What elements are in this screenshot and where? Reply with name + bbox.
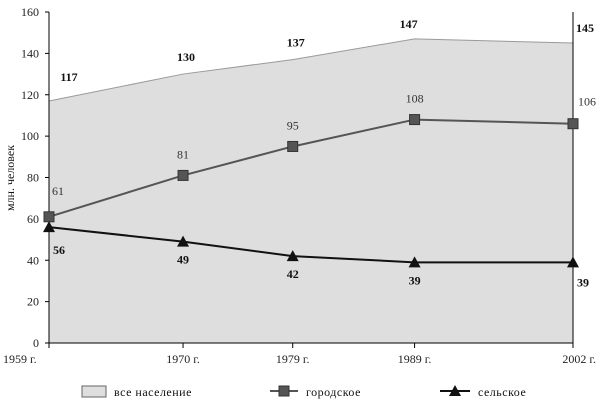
- urban-data-label: 106: [578, 95, 596, 109]
- rural-population-marker: [177, 235, 190, 247]
- x-tick-label: 1970 г.: [166, 352, 200, 366]
- total-data-label: 130: [177, 50, 195, 64]
- x-tick-label: 1959 г.: [3, 352, 37, 366]
- total-data-label: 145: [576, 21, 594, 35]
- urban-population-marker: [567, 118, 579, 130]
- rural-data-label: 42: [287, 267, 299, 281]
- legend-label-urban: городское: [306, 385, 361, 399]
- legend-swatch-total: [81, 385, 107, 398]
- y-axis-label: млн. человек: [3, 145, 17, 211]
- y-tick-label: 100: [21, 129, 39, 143]
- y-tick-label: 140: [21, 46, 39, 60]
- legend-marker-rural: [449, 385, 461, 396]
- series-lines-layer: [43, 114, 579, 268]
- rural-data-label: 49: [177, 253, 189, 267]
- y-tick-label: 80: [27, 171, 39, 185]
- rural-population-marker: [286, 250, 299, 262]
- urban-population-marker: [409, 114, 421, 126]
- rural-data-label: 56: [53, 243, 65, 257]
- y-tick-label: 60: [27, 212, 39, 226]
- legend-label-rural: сельское: [478, 385, 526, 399]
- data-labels-layer: 117 130 137 147 145 61 81 95 108 106 56 49 42 39 39: [52, 17, 596, 289]
- y-tick-label: 40: [27, 253, 39, 267]
- y-tick-label: 120: [21, 88, 39, 102]
- urban-data-label: 95: [287, 118, 299, 132]
- urban-data-label: 108: [406, 92, 424, 106]
- urban-population-marker: [43, 211, 55, 223]
- rural-population-marker: [567, 256, 579, 268]
- total-population-area-layer: [48, 38, 574, 344]
- total-population-line: [48, 38, 574, 102]
- y-tick-label: 160: [21, 5, 39, 19]
- urban-data-label: 81: [177, 147, 189, 161]
- rural-population-marker: [43, 221, 55, 233]
- urban-population-marker: [287, 140, 299, 152]
- x-tick-label: 1989 г.: [398, 352, 432, 366]
- total-data-label: 147: [400, 17, 418, 31]
- legend-label-total: все население: [114, 385, 192, 399]
- total-population-area: [49, 38, 573, 344]
- legend: все население городское сельское: [81, 385, 526, 399]
- rural-data-label: 39: [577, 275, 589, 289]
- x-tick-label: 2002 г.: [562, 352, 596, 366]
- rural-data-label: 39: [409, 273, 421, 287]
- urban-population-marker: [177, 169, 189, 181]
- legend-marker-urban: [278, 385, 290, 397]
- axes-layer: 0 20 40 60 80 100 120 140 160 1959 г. 1970 г. 1979 …: [3, 5, 596, 366]
- x-tick-label: 1979 г.: [276, 352, 310, 366]
- rural-population-marker: [408, 256, 421, 268]
- y-tick-label: 0: [33, 336, 39, 350]
- urban-data-label: 61: [52, 184, 64, 198]
- total-data-label: 137: [287, 36, 305, 50]
- total-data-label: 117: [60, 70, 77, 84]
- y-tick-label: 20: [27, 295, 39, 309]
